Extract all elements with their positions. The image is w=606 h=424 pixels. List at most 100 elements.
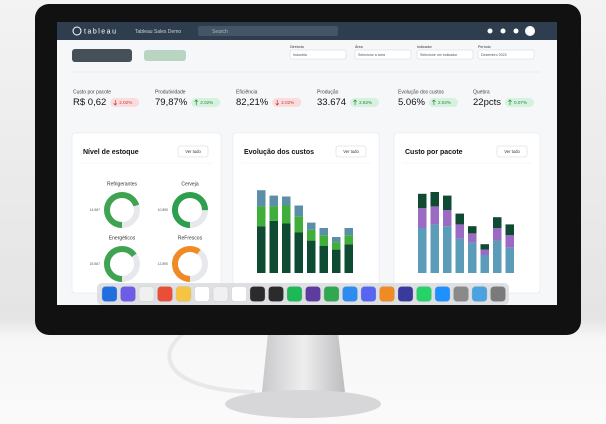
view-all-button[interactable] [177,145,209,158]
donut-arc [104,192,140,228]
filter-dropdown[interactable] [289,49,347,60]
screen: tableau Tableau Sales Demo Search Direto… [57,22,557,305]
kpi-value: 79,87% [155,97,188,108]
donut-title: Refrigerantes [107,181,138,187]
workbook-name[interactable]: Tableau Sales Demo [135,29,181,35]
dock-icon[interactable] [490,286,506,302]
bar-segment [319,228,328,236]
bar-segment [332,242,341,250]
dock-icon[interactable] [157,286,173,302]
kpi-label: Quebra [473,89,490,95]
bar-segment [294,232,303,273]
dock-icon[interactable] [471,286,488,302]
kpi-value: 82,21% [236,97,269,108]
dock-icon[interactable] [416,286,432,302]
kpi-badge [272,98,302,107]
dock-icon[interactable] [360,286,377,302]
bar-segment [505,247,514,273]
dock-icon[interactable] [305,286,321,302]
view-all-button[interactable] [496,145,528,158]
donut-arc [172,192,208,228]
bar-segment [480,255,489,273]
trend-arrow [113,100,118,106]
dock-icon[interactable] [434,286,451,302]
kpi-value: 22pcts [473,97,501,108]
trend-arrow [194,99,199,105]
dock-icon[interactable] [138,286,155,302]
view-all-button[interactable] [335,145,367,158]
filter-value: Industria [293,53,307,57]
bar-segment [282,223,291,273]
card-title: Nível de estoque [83,149,139,156]
bar-segment [269,195,278,207]
dock-icon[interactable] [249,286,266,302]
filter-label: Período [478,45,491,49]
search-box[interactable] [198,26,338,36]
donut-arc [172,246,208,282]
avatar[interactable] [525,26,535,36]
bar-segment [294,216,303,233]
bar-segment [307,240,316,273]
bar-segment [443,210,452,227]
favorite-icon[interactable] [500,28,506,34]
donut-title: Energéticos [109,235,136,241]
dock-icon[interactable] [323,286,340,302]
donut-label: 10.890 [158,208,168,212]
alert-icon[interactable] [487,28,493,34]
trend-arrow [275,100,280,106]
bar-segment [430,206,439,225]
dock-icon[interactable] [268,286,284,302]
dock-icon[interactable] [453,286,469,302]
bar-segment [319,246,328,273]
bar-segment [282,196,291,206]
dock-icon[interactable] [194,286,210,302]
dock-icon[interactable] [342,286,358,302]
bar-segment [307,229,316,241]
filter-label: Área [355,45,363,49]
bar-segment [430,192,439,207]
dock-icon[interactable] [120,286,136,302]
dock-icon[interactable] [379,286,395,302]
dock-icon[interactable] [231,286,247,302]
kpi-change: 2.02% [438,100,451,105]
bar-segment [332,249,341,273]
filter-dropdown[interactable] [416,49,474,60]
bar-segment [418,193,427,209]
dock-icon[interactable] [397,286,414,302]
help-icon[interactable] [513,28,519,34]
donut-label: 12.890 [158,262,168,266]
kpi-label: Custo por pacote [73,89,111,95]
bar-segment [344,244,353,273]
dock-icon[interactable] [212,286,229,302]
trend-arrow [353,99,357,105]
donut-title: ReFrescos [178,235,203,241]
kpi-change: 0.07% [514,100,527,105]
stand-base [225,390,381,418]
brand: tableau [84,28,117,35]
bar-segment [455,213,464,225]
kpi-value: 33.674 [317,97,346,108]
kpi-change: 2.02% [119,100,132,105]
filter-label: Diretoria [290,45,304,49]
view-all-label: Ver tudo [504,149,520,154]
kpi-change: 2.82% [359,100,372,105]
filter-dropdown[interactable] [477,49,535,60]
dock-icon[interactable] [175,286,192,302]
filter-value: Selecione um indicador [420,53,458,57]
kpi-badge [110,98,140,107]
kpi-label: Eficiência [236,89,258,95]
filter-dropdown[interactable] [354,49,412,60]
view-all-label: Ver tudo [343,149,359,154]
trend-arrow [432,99,436,105]
search-placeholder: Search [212,29,228,35]
dock-icon[interactable] [101,286,118,302]
bar-segment [493,240,502,273]
filter-value: Dezembro 2023 [481,53,507,57]
bar-segment [468,242,477,273]
dock-icon[interactable] [286,286,303,302]
bar-segment [257,226,266,273]
bar-segment [493,228,502,241]
bar-segment [344,235,353,245]
filter-label: Indicador [417,45,433,49]
